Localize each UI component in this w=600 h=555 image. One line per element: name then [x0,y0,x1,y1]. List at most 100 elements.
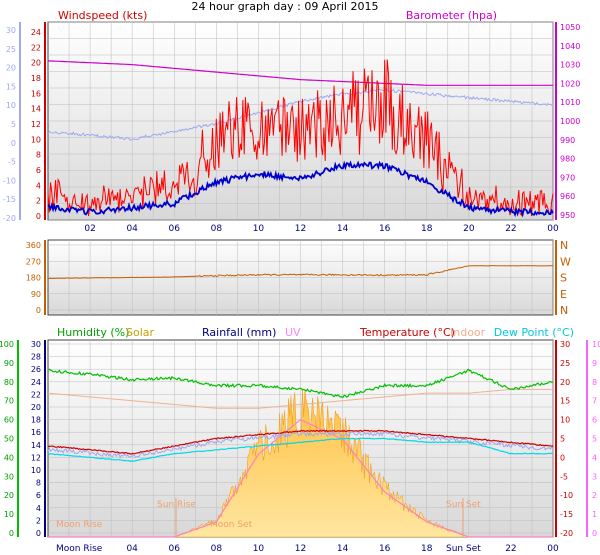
direction-tick-label: 0 [36,306,41,315]
baro-tick-label: 990 [560,136,575,145]
baro-tick-label: 1030 [560,61,580,70]
windspeed-title: Windspeed (kts) [58,9,147,22]
x-tick-label: 12 [295,224,306,234]
compass-label: W [560,255,571,268]
compass-label: E [560,288,567,301]
direction-tick-label: 180 [26,274,41,283]
panel1-grid [48,21,554,221]
temp-right-tick-label: -20 [560,529,573,538]
sun-set-annotation: Sun Set [446,500,481,510]
x-tick-label: 14 [337,224,349,234]
sun-rise-annotation: Sun Rise [157,500,196,510]
rain-tick-label: 0 [36,529,41,538]
indoor-label: Indoor [450,326,486,339]
uv-tick-label: 9 [592,359,597,368]
panel1-x-axis: 02 04 06 08 10 12 14 16 18 20 22 00 [84,224,559,234]
wind-tick-label: 6 [36,166,41,175]
outer-tick-label: -20 [3,214,16,223]
x-tick-label: 04 [126,544,138,554]
baro-tick-label: 970 [560,173,575,182]
outer-tick-label: 30 [6,26,16,35]
temp-right-tick-label: 15 [560,397,570,406]
x-tick-label: 22 [505,544,516,554]
direction-tick-label: 90 [31,290,41,299]
outer-temp-axis: 30 25 20 15 10 5 0 -5 -10 -15 -20 [3,22,21,223]
wind-tick-label: 2 [36,197,41,206]
outer-tick-label: 25 [6,45,16,54]
uv-tick-label: 7 [592,397,597,406]
rain-tick-label: 18 [31,416,41,425]
indoor-line [47,388,553,409]
x-tick-label: 16 [379,224,391,234]
uv-tick-label: 5 [592,435,597,444]
baro-tick-label: 950 [560,211,575,220]
compass-label: N [560,304,568,317]
rain-tick-label: 14 [31,441,41,450]
temp-right-tick-label: 20 [560,378,570,387]
temp-right-tick-label: 5 [560,435,565,444]
uv-tick-label: 4 [592,453,597,462]
baro-tick-label: 960 [560,192,575,201]
x-tick-label: 10 [253,544,265,554]
rain-tick-label: 24 [31,378,41,387]
x-tick-label: 14 [337,544,349,554]
dewpoint-line [47,437,554,463]
temp-right-tick-label: 0 [560,453,565,462]
wind-tick-label: 18 [31,74,41,83]
baro-tick-label: 1040 [560,42,580,51]
x-tick-label: 00 [547,544,559,554]
rain-tick-label: 16 [31,428,41,437]
wind-tick-label: 10 [31,135,41,144]
x-tick-label: 00 [547,224,559,234]
outer-tick-label: 10 [6,101,16,110]
humidity-tick-label: 50 [4,435,14,444]
temp-right-tick-label: 30 [560,340,570,349]
temp-right-tick-label: -5 [560,472,568,481]
rain-tick-label: 10 [31,466,41,475]
wind-tick-label: 12 [31,120,41,129]
humidity-label: Humidity (%) [57,326,129,339]
outer-tick-label: -10 [3,176,16,185]
rain-tick-label: 30 [31,340,41,349]
x-tick-label: 22 [505,224,516,234]
baro-tick-label: 1020 [560,79,580,88]
wind-tick-label: 14 [31,105,41,114]
outer-tick-label: -15 [3,195,16,204]
uv-tick-label: 2 [592,491,597,500]
panel2-grid [48,240,554,315]
x-tick-label: 12 [295,544,306,554]
rain-tick-label: 20 [31,403,41,412]
rain-tick-label: 26 [31,365,41,374]
x-tick-label: 02 [84,224,95,234]
humidity-tick-label: 100 [0,340,14,349]
baro-tick-label: 1000 [560,117,580,126]
humidity-tick-label: 60 [4,416,14,425]
temp-right-tick-label: 25 [560,359,570,368]
baro-tick-label: 980 [560,155,575,164]
outer-tick-label: 5 [11,120,16,129]
humidity-tick-label: 40 [4,453,14,462]
humidity-tick-label: 0 [9,529,14,538]
wind-tick-label: 0 [36,212,41,221]
moon-rise-bottom-label: Moon Rise [56,544,103,554]
rain-tick-label: 12 [31,453,41,462]
humidity-tick-label: 30 [4,472,14,481]
humidity-tick-label: 80 [4,378,14,387]
uv-tick-label: 8 [592,378,597,387]
humidity-tick-label: 10 [4,510,14,519]
x-tick-label: 20 [463,224,475,234]
temp-right-tick-label: 10 [560,416,570,425]
panel3-x-axis: 04 06 08 10 12 14 16 18 22 00 [126,544,559,554]
uv-label: UV [285,326,301,339]
direction-tick-label: 270 [26,257,41,266]
x-tick-label: 04 [126,224,138,234]
x-tick-label: 18 [421,544,433,554]
humidity-tick-label: 20 [4,491,14,500]
direction-tick-label: 360 [26,241,41,250]
uv-line [48,419,553,538]
temperature-right-axis: 30 25 20 15 10 5 0 -5 -10 -15 -20 [555,340,573,538]
moon-rise-annotation: Moon Rise [56,520,103,530]
temperature-line [47,429,554,455]
